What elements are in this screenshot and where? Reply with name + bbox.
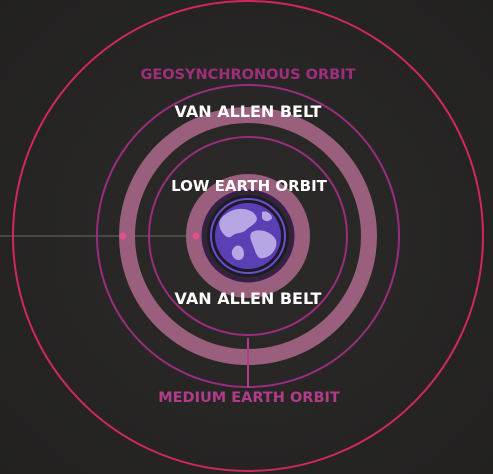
medium-earth-orbit-inner-ring	[148, 136, 348, 336]
earth-icon	[207, 195, 289, 277]
medium-earth-orbit-label: MEDIUM EARTH ORBIT	[158, 390, 340, 406]
leo-marker-dot	[192, 232, 200, 240]
low-earth-orbit-label: LOW EARTH ORBIT	[171, 177, 328, 195]
geosynchronous-orbit-ring	[12, 0, 484, 472]
outer-van-allen-belt-label: VAN ALLEN BELT	[175, 102, 322, 121]
low-earth-orbit-ring	[201, 189, 295, 283]
meo-marker-dot	[119, 232, 127, 240]
inner-van-allen-belt-label: VAN ALLEN BELT	[175, 289, 322, 308]
geosynchronous-orbit-label: GEOSYNCHRONOUS ORBIT	[140, 67, 355, 83]
